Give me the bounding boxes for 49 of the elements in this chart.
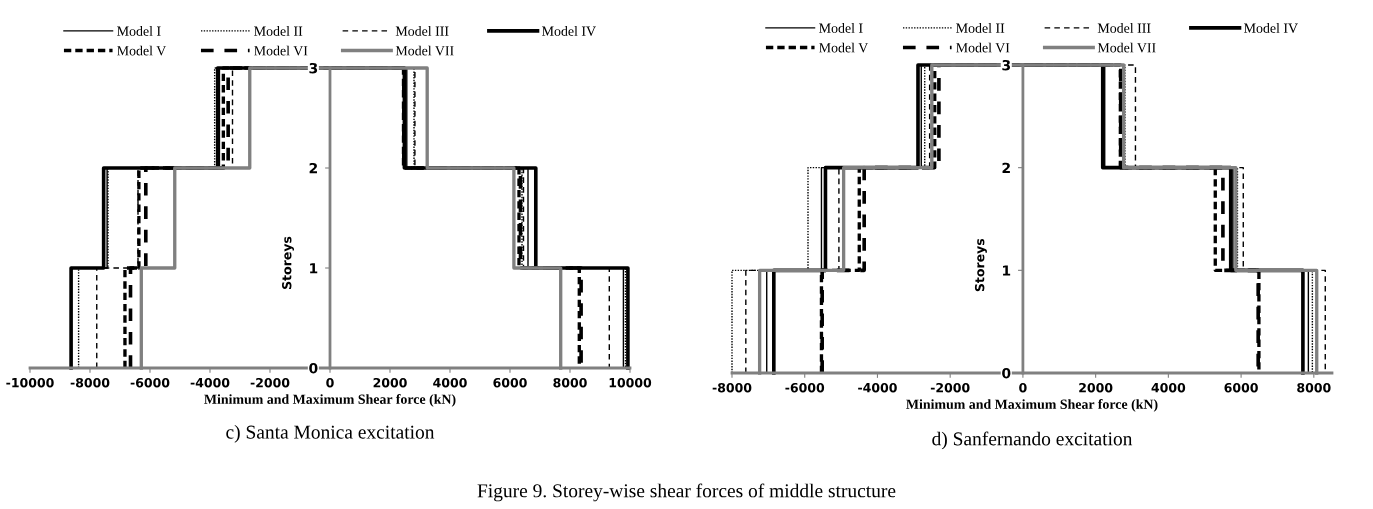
legend-label: Model VII	[1097, 42, 1156, 53]
y-tick-label: 3	[309, 62, 318, 74]
x-tick-label: -6000	[130, 377, 170, 388]
y-axis-title: Storeys	[282, 236, 294, 289]
caption: Figure 9. Storey-wise shear forces of middle structure	[477, 483, 896, 502]
y-tick-label: 2	[309, 162, 317, 174]
legend-label: Model III	[395, 26, 449, 36]
legend-label: Model I	[117, 26, 161, 36]
x-tick-label: -2000	[250, 377, 290, 388]
x-tick-label: -6000	[785, 382, 825, 393]
legend-label: Model III	[1097, 23, 1151, 33]
x-axis-title: Minimum and Maximum Shear force (kN)	[906, 398, 1158, 412]
x-tick-label: 8000	[553, 377, 587, 388]
text: c) Santa Monica excitation	[226, 425, 435, 443]
x-tick-label: -10000	[6, 377, 54, 388]
legend-label: Model IV	[1244, 23, 1298, 33]
x-tick-label: 2000	[1079, 382, 1113, 393]
text: d) Sanfernando excitation	[932, 431, 1133, 450]
x-tick-label: 0	[1019, 382, 1027, 393]
x-tick-label: -8000	[70, 377, 110, 388]
legend-label: Model VII	[395, 45, 454, 56]
legend-label: Model IV	[542, 26, 596, 36]
y-tick-label: 0	[309, 362, 318, 374]
x-tick-label: 4000	[1151, 382, 1186, 393]
legend-label: Model V	[117, 45, 167, 56]
y-tick-label: 1	[1003, 265, 1011, 276]
x-tick-label: 2000	[373, 377, 407, 388]
x-tick-label: -4000	[858, 382, 897, 393]
x-tick-label: -8000	[712, 382, 752, 393]
x-tick-label: -4000	[190, 377, 230, 388]
y-tick-label: 2	[1002, 162, 1010, 173]
y-tick-label: 0	[1002, 367, 1011, 379]
legend-label: Model VI	[254, 45, 308, 56]
y-axis-title: Storeys	[974, 238, 987, 292]
legend-label: Model II	[254, 26, 303, 36]
x-tick-label: -2000	[930, 382, 970, 393]
legend-label: Model V	[819, 42, 869, 53]
x-axis-title: Minimum and Maximum Shear force (kN)	[204, 393, 456, 407]
y-tick-label: 1	[310, 263, 318, 274]
x-tick-label: 8000	[1297, 382, 1331, 393]
x-tick-label: 4000	[433, 377, 467, 388]
x-tick-label: 6000	[493, 377, 527, 388]
legend-label: Model I	[819, 23, 863, 33]
x-tick-label: 6000	[1224, 382, 1258, 393]
x-tick-label: 0	[326, 377, 334, 388]
y-tick-label: 3	[1002, 59, 1010, 71]
legend-label: Model II	[956, 23, 1005, 33]
x-tick-label: 10000	[609, 377, 652, 388]
legend-label: Model VI	[956, 42, 1010, 53]
